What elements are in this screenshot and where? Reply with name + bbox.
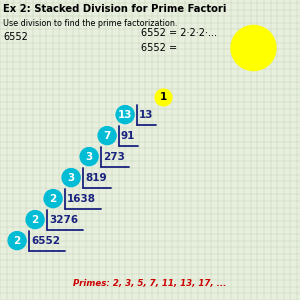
Text: 1638: 1638	[67, 194, 96, 204]
Text: 13: 13	[118, 110, 132, 120]
Circle shape	[98, 127, 116, 145]
Text: 2: 2	[32, 214, 39, 225]
Circle shape	[8, 232, 26, 250]
Text: 7: 7	[103, 130, 111, 141]
Text: 3: 3	[85, 152, 93, 162]
Text: 13: 13	[139, 110, 153, 120]
Circle shape	[231, 26, 276, 70]
Text: 91: 91	[121, 130, 135, 141]
Circle shape	[155, 89, 172, 106]
Text: 6552: 6552	[3, 32, 28, 41]
Text: 6552: 6552	[31, 236, 60, 246]
Text: 2: 2	[14, 236, 21, 246]
Text: 3: 3	[68, 172, 75, 183]
Circle shape	[26, 211, 44, 229]
Text: 2: 2	[50, 194, 57, 204]
Text: 6552 =: 6552 =	[141, 43, 180, 53]
Circle shape	[44, 190, 62, 208]
Circle shape	[80, 148, 98, 166]
Text: 3276: 3276	[49, 214, 78, 225]
Text: 1: 1	[160, 92, 167, 103]
Text: 6552 = 2·2·2·...: 6552 = 2·2·2·...	[141, 28, 217, 38]
Circle shape	[116, 106, 134, 124]
Text: Use division to find the prime factorization.: Use division to find the prime factoriza…	[3, 20, 177, 28]
Text: 819: 819	[85, 172, 106, 183]
Text: 273: 273	[103, 152, 125, 162]
Circle shape	[62, 169, 80, 187]
Text: Primes: 2, 3, 5, 7, 11, 13, 17, ...: Primes: 2, 3, 5, 7, 11, 13, 17, ...	[73, 279, 227, 288]
Text: Ex 2: Stacked Division for Prime Factori: Ex 2: Stacked Division for Prime Factori	[3, 4, 226, 14]
